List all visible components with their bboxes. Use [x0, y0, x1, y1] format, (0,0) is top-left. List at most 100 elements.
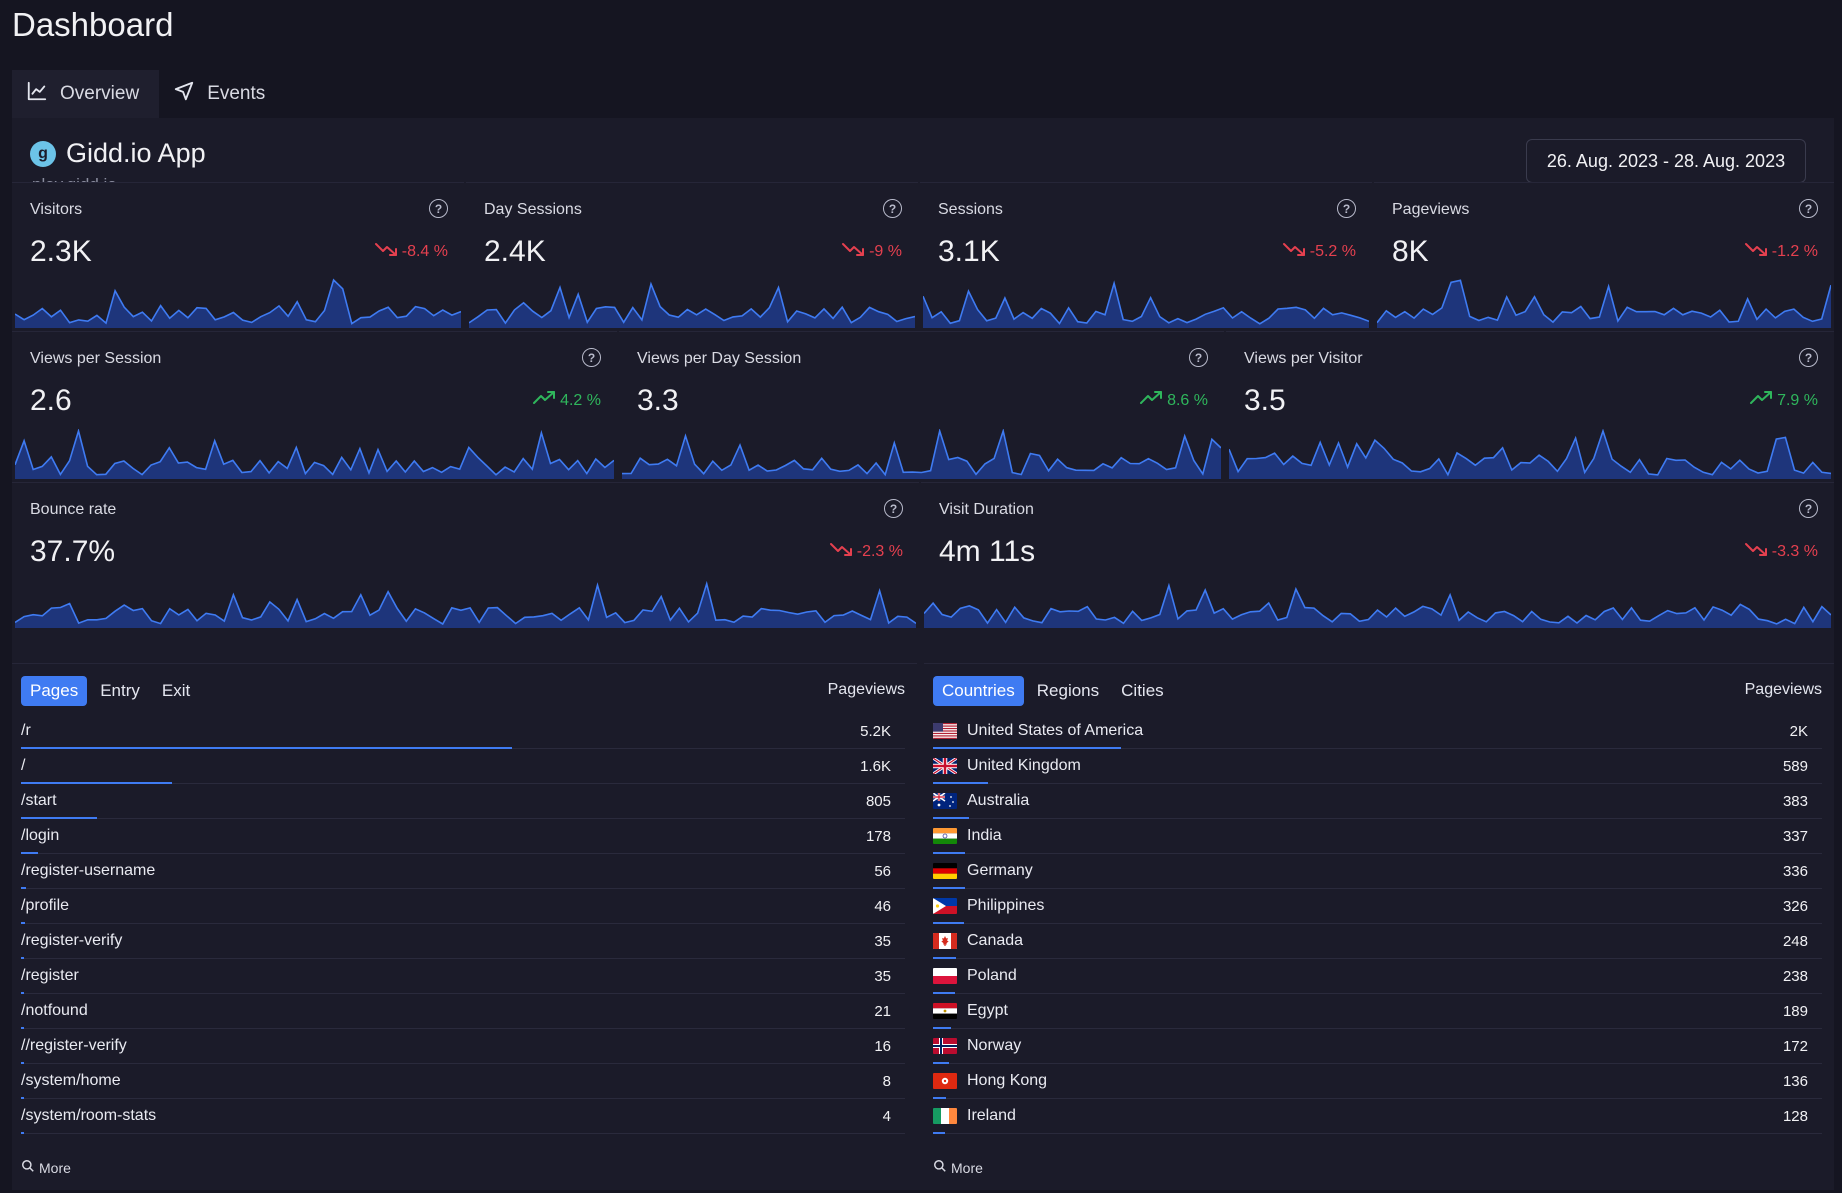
list-row[interactable]: Egypt 189 — [933, 994, 1822, 1029]
row-name: //register-verify — [21, 1037, 127, 1054]
row-count: 238 — [1782, 967, 1808, 985]
list-row[interactable]: Hong Kong 136 — [933, 1064, 1822, 1099]
tab-events[interactable]: Events — [159, 70, 285, 118]
list-row[interactable]: /register 35 — [21, 959, 905, 994]
row-label: Ireland — [933, 1107, 1016, 1125]
tab-countries[interactable]: Countries — [933, 676, 1024, 706]
countries-more-button[interactable]: More — [933, 1159, 983, 1176]
stat-value: 2.6 — [30, 384, 72, 417]
pages-list: /r 5.2K / 1.6K /start 805 /login 178 /re… — [21, 714, 905, 1134]
list-row[interactable]: United States of America 2K — [933, 714, 1822, 749]
help-icon[interactable]: ? — [582, 348, 601, 367]
row-progress-bar — [933, 922, 964, 924]
help-icon[interactable]: ? — [1799, 199, 1818, 218]
list-row[interactable]: Philippines 326 — [933, 889, 1822, 924]
trend-down-icon — [1744, 241, 1768, 262]
row-name: Egypt — [967, 1002, 1008, 1019]
trend-down-icon — [1744, 541, 1768, 562]
help-icon[interactable]: ? — [1189, 348, 1208, 367]
countries-list: United States of America 2K United Kingd… — [933, 714, 1822, 1134]
help-icon[interactable]: ? — [1337, 199, 1356, 218]
row-progress-bar — [933, 992, 956, 994]
tab-regions[interactable]: Regions — [1036, 681, 1100, 700]
app-logo: g — [30, 140, 56, 167]
list-row[interactable]: /profile 46 — [21, 889, 905, 924]
help-icon[interactable]: ? — [883, 199, 902, 218]
list-row[interactable]: /system/home 8 — [21, 1064, 905, 1099]
list-row[interactable]: Germany 336 — [933, 854, 1822, 889]
row-count: 4 — [882, 1107, 891, 1125]
help-icon[interactable]: ? — [1799, 348, 1818, 367]
list-row[interactable]: /notfound 21 — [21, 994, 905, 1029]
list-row[interactable]: Australia 383 — [933, 784, 1822, 819]
list-row[interactable]: /register-verify 35 — [21, 924, 905, 959]
row-progress-bar — [21, 817, 97, 819]
list-row[interactable]: //register-verify 16 — [21, 1029, 905, 1064]
list-row[interactable]: /login 178 — [21, 819, 905, 854]
tab-cities[interactable]: Cities — [1121, 681, 1164, 700]
list-row[interactable]: Ireland 128 — [933, 1099, 1822, 1134]
stat-card-day-sessions[interactable]: Day Sessions ? 2.4K -9 % — [466, 182, 918, 330]
trend-down-icon — [374, 241, 398, 262]
list-row[interactable]: United Kingdom 589 — [933, 749, 1822, 784]
row-count: 189 — [1782, 1002, 1808, 1020]
help-icon[interactable]: ? — [884, 499, 903, 518]
row-label: Germany — [933, 862, 1033, 880]
row-label: Canada — [933, 932, 1023, 950]
trend-up-icon — [1139, 390, 1163, 411]
tab-exit[interactable]: Exit — [161, 681, 191, 700]
row-progress-bar — [933, 1027, 951, 1029]
tab-overview[interactable]: Overview — [12, 70, 160, 118]
row-progress-bar — [933, 747, 1121, 749]
row-count: 326 — [1782, 897, 1808, 915]
stat-card-views-per-day-session[interactable]: Views per Day Session ? 3.3 8.6 % — [619, 331, 1224, 481]
stat-change: 7.9 % — [1749, 390, 1818, 411]
send-icon — [173, 80, 195, 108]
row-name: /login — [21, 827, 60, 844]
row-count: 21 — [874, 1002, 891, 1020]
stat-change: 4.2 % — [532, 390, 601, 411]
date-range-button[interactable]: 26. Aug. 2023 - 28. Aug. 2023 — [1526, 139, 1806, 183]
eg-flag-icon — [933, 1003, 957, 1019]
sparkline-chart — [622, 429, 1221, 479]
list-row[interactable]: /start 805 — [21, 784, 905, 819]
tab-pages[interactable]: Pages — [21, 676, 88, 706]
stat-card-visitors[interactable]: Visitors ? 2.3K -8.4 % — [12, 182, 464, 330]
list-row[interactable]: Poland 238 — [933, 959, 1822, 994]
list-row[interactable]: /r 5.2K — [21, 714, 905, 749]
list-row[interactable]: /system/room-stats 4 — [21, 1099, 905, 1134]
row-count: 383 — [1782, 792, 1808, 810]
row-label: /register-verify — [21, 932, 122, 950]
help-icon[interactable]: ? — [1799, 499, 1818, 518]
pages-panel: Pages Entry Exit Pageviews /r 5.2K / 1.6K … — [12, 663, 917, 1188]
row-progress-bar — [933, 1062, 950, 1064]
stat-card-pageviews[interactable]: Pageviews ? 8K -1.2 % — [1374, 182, 1834, 330]
list-row[interactable]: /register-username 56 — [21, 854, 905, 889]
row-name: Canada — [967, 932, 1024, 949]
row-progress-bar — [21, 1062, 24, 1064]
row-name: Ireland — [967, 1107, 1016, 1124]
list-row[interactable]: Canada 248 — [933, 924, 1822, 959]
stat-card-sessions[interactable]: Sessions ? 3.1K -5.2 % — [920, 182, 1372, 330]
trend-down-icon — [829, 541, 853, 562]
row-name: / — [21, 757, 26, 774]
list-row[interactable]: India 337 — [933, 819, 1822, 854]
list-row[interactable]: / 1.6K — [21, 749, 905, 784]
list-row[interactable]: Norway 172 — [933, 1029, 1822, 1064]
row-label: /login — [21, 827, 59, 845]
pages-more-button[interactable]: More — [21, 1159, 71, 1176]
stat-card-bounce-rate[interactable]: Bounce rate ? 37.7% -2.3 % — [12, 482, 919, 630]
row-progress-bar — [933, 1097, 946, 1099]
row-count: 172 — [1782, 1037, 1808, 1055]
stat-label: Day Sessions — [484, 201, 582, 218]
row-label: United Kingdom — [933, 757, 1081, 775]
row-progress-bar — [21, 922, 26, 924]
tab-entry[interactable]: Entry — [100, 681, 140, 700]
row-label: Hong Kong — [933, 1072, 1047, 1090]
stat-card-views-per-session[interactable]: Views per Session ? 2.6 4.2 % — [12, 331, 617, 481]
stat-card-visit-duration[interactable]: Visit Duration ? 4m 11s -3.3 % — [921, 482, 1834, 630]
row-label: India — [933, 827, 1002, 845]
help-icon[interactable]: ? — [429, 199, 448, 218]
stat-card-views-per-visitor[interactable]: Views per Visitor ? 3.5 7.9 % — [1226, 331, 1834, 481]
row-progress-bar — [21, 1132, 24, 1134]
